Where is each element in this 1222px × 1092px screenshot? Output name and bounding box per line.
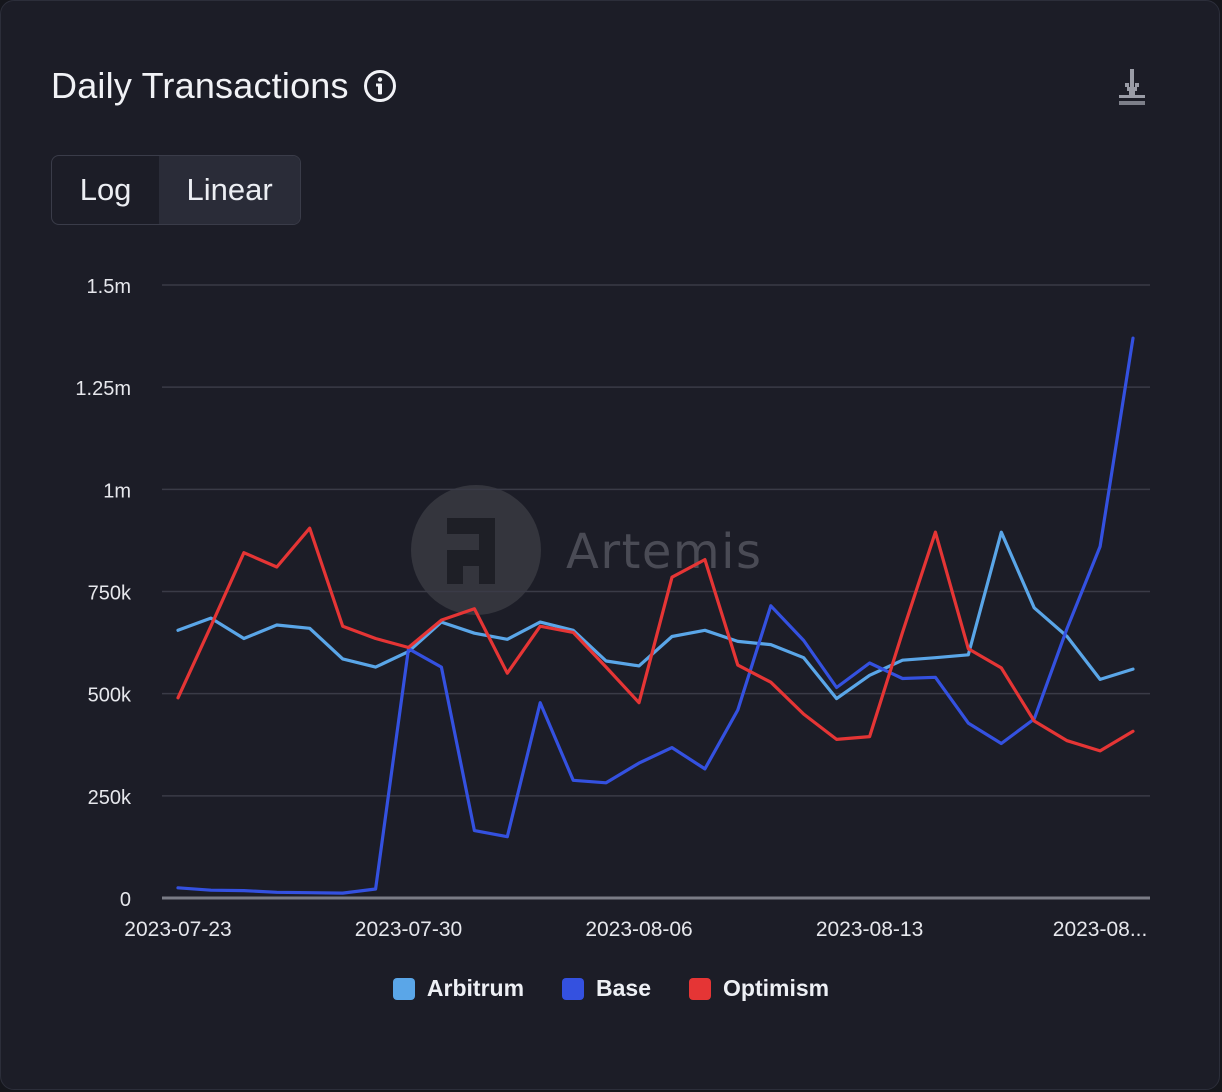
x-tick-label: 2023-07-23: [124, 918, 231, 941]
legend-swatch-base: [562, 977, 585, 1000]
line-chart: Artemis 0 250k 500k 750k 1m 1.25m 1.5m 2023-07…: [75, 276, 1150, 941]
y-tick-label: 750k: [88, 583, 132, 605]
y-tick-label: 1m: [103, 480, 131, 502]
legend-swatch-optimism: [689, 977, 712, 1000]
series-line-base[interactable]: [176, 336, 1135, 895]
artemis-logo-icon: [447, 518, 495, 584]
download-icon[interactable]: [1115, 67, 1149, 109]
series-line-arbitrum[interactable]: [176, 530, 1135, 701]
y-tick-label: 1.25m: [75, 378, 131, 400]
info-icon[interactable]: [363, 69, 397, 103]
x-tick-label: 2023-08...: [1053, 918, 1148, 941]
x-tick-label: 2023-08-13: [816, 918, 923, 941]
y-tick-label: 500k: [88, 685, 132, 707]
x-axis-ticks: 2023-07-23 2023-07-30 2023-08-06 2023-08-13…: [124, 918, 1147, 941]
scale-toggle: Log Linear: [51, 155, 301, 225]
legend-item-optimism[interactable]: Optimism: [689, 975, 829, 1002]
legend-swatch-arbitrum: [392, 977, 415, 1000]
legend-label-base: Base: [596, 975, 652, 1001]
legend-item-base[interactable]: Base: [562, 975, 651, 1002]
y-tick-label: 1.5m: [87, 276, 131, 298]
grid-lines: [162, 284, 1150, 900]
title-row: Daily Transactions: [51, 65, 397, 107]
linear-scale-button[interactable]: Linear: [159, 156, 300, 224]
chart-title: Daily Transactions: [51, 65, 349, 106]
artemis-wordmark: Artemis: [566, 524, 763, 580]
log-scale-button[interactable]: Log: [79, 172, 132, 207]
legend-item-arbitrum[interactable]: Arbitrum: [392, 975, 525, 1002]
legend-label-arbitrum: Arbitrum: [426, 975, 525, 1001]
artemis-watermark: Artemis: [411, 485, 763, 615]
series-line-optimism[interactable]: [176, 526, 1135, 753]
legend-label-optimism: Optimism: [723, 975, 830, 1001]
series-lines: [176, 336, 1135, 895]
y-tick-label: 250k: [88, 787, 132, 809]
x-tick-label: 2023-08-06: [585, 918, 692, 941]
y-axis-ticks: 0 250k 500k 750k 1m 1.25m 1.5m: [75, 276, 132, 911]
x-tick-label: 2023-07-30: [355, 918, 462, 941]
y-tick-label: 0: [120, 889, 131, 911]
legend: Arbitrum Base Optimism: [0, 975, 1222, 1002]
